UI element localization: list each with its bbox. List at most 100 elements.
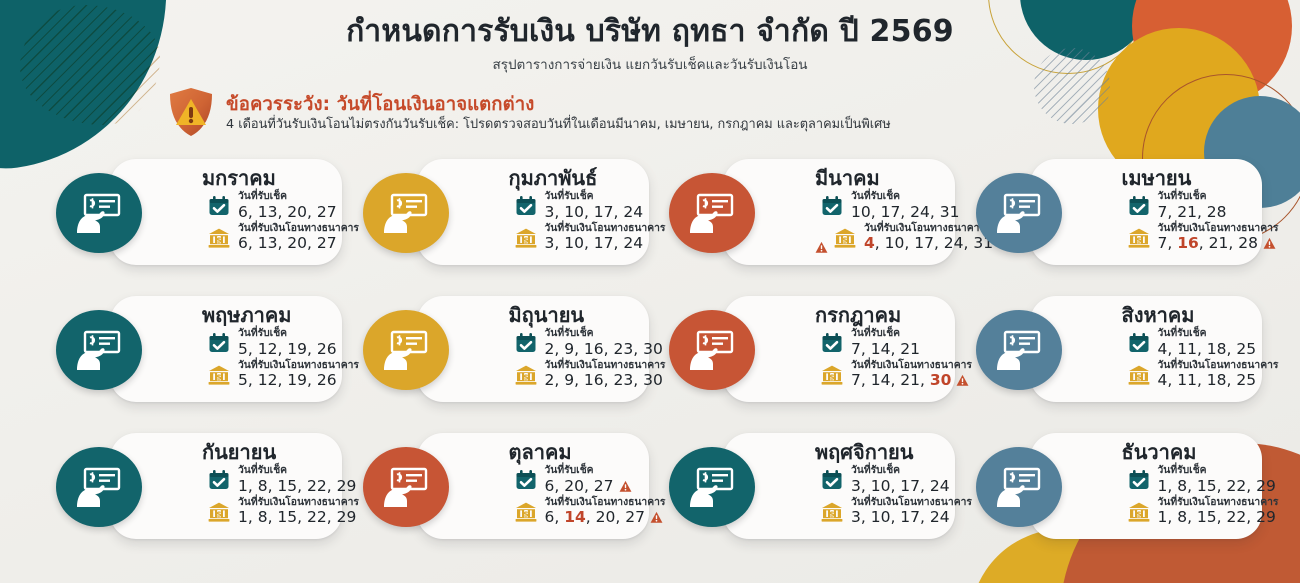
transfer-label: วันที่รับเงินโอนทางธนาคาร: [544, 221, 666, 234]
transfer-label: วันที่รับเงินโอนทางธนาคาร: [238, 221, 359, 234]
month-card-body: พฤษภาคม วันที่รับเช็ค 5, 12, 19, 26 $ วันที่…: [202, 304, 359, 390]
month-badge: [362, 173, 449, 254]
check-row: วันที่รับเช็ค 6, 13, 20, 27: [202, 190, 337, 222]
bank-icon: $: [514, 360, 540, 388]
svg-text:$: $: [842, 235, 847, 244]
month-name: ตุลาคม: [508, 440, 572, 465]
check-row: วันที่รับเช็ค 7, 21, 28: [1122, 191, 1254, 221]
transfer-dates: 6, 13, 20, 27: [238, 234, 337, 253]
month-card[interactable]: กันยายน วันที่รับเช็ค 1, 8, 15, 22, 29 $ วัน…: [110, 433, 359, 540]
month-name: มีนาคม: [815, 166, 880, 191]
highlighted-date: 30: [929, 371, 952, 390]
transfer-row-text: วันที่รับเงินโอนทางธนาคาร 2, 9, 16, 23, 3…: [545, 359, 666, 390]
check-row-text: วันที่รับเช็ค 4, 11, 18, 25: [1158, 328, 1257, 359]
transfer-dates: 3, 10, 17, 24: [851, 508, 950, 527]
svg-text:$: $: [1136, 235, 1141, 244]
hand-holding-cheque-icon: [687, 465, 737, 509]
check-row-text: วันที่รับเช็ค 1, 8, 15, 22, 29: [1157, 464, 1276, 496]
transfer-dates: 4, 10, 17, 24, 31: [864, 234, 994, 253]
calendar-check-icon: [1127, 191, 1153, 219]
check-row-text: วันที่รับเช็ค 1, 8, 15, 22, 29: [238, 465, 356, 496]
bank-icon: $: [514, 223, 540, 251]
calendar-check-icon: [820, 465, 846, 493]
check-row: วันที่รับเช็ค 6, 20, 27: [509, 465, 641, 495]
month-card[interactable]: มิถุนายน วันที่รับเช็ค 2, 9, 16, 23, 30 $ วั…: [416, 296, 666, 403]
month-badge: [975, 173, 1062, 254]
check-label: วันที่รับเช็ค: [238, 190, 288, 203]
transfer-row-text: วันที่รับเงินโอนทางธนาคาร 7, 14, 21, 30: [851, 359, 972, 390]
calendar-check-icon: [514, 191, 540, 219]
calendar-check-icon: [820, 328, 846, 356]
month-badge: [975, 447, 1062, 528]
month-card[interactable]: กุมภาพันธ์ วันที่รับเช็ค 3, 10, 17, 24 $ วัน…: [416, 159, 666, 266]
month-card[interactable]: กรกฎาคม วันที่รับเช็ค 7, 14, 21 $ วันที่รับเ…: [723, 296, 972, 403]
check-dates: 6, 13, 20, 27: [238, 203, 337, 222]
bank-icon: $: [1127, 223, 1153, 251]
month-card[interactable]: ธันวาคม วันที่รับเช็ค 1, 8, 15, 22, 29 $ วัน…: [1029, 433, 1279, 540]
month-card-slot: พฤศจิกายน วันที่รับเช็ค 3, 10, 17, 24 $ วันท…: [669, 427, 976, 551]
transfer-row-text: วันที่รับเงินโอนทางธนาคาร 4, 11, 18, 25: [1157, 358, 1279, 390]
hand-holding-cheque-icon: [687, 191, 737, 235]
transfer-dates: 7, 16, 21, 28: [1158, 234, 1276, 253]
hand-holding-cheque-icon: [381, 191, 431, 235]
check-dates: 2, 9, 16, 23, 30: [544, 340, 663, 359]
alert-triangle-icon: [619, 480, 632, 493]
transfer-row: $ วันที่รับเงินโอนทางธนาคาร 1, 8, 15, 22, …: [202, 495, 359, 527]
month-card-slot: ธันวาคม วันที่รับเช็ค 1, 8, 15, 22, 29 $ วัน…: [975, 427, 1283, 551]
highlighted-date: 16: [1177, 234, 1199, 253]
month-card[interactable]: ตุลาคม วันที่รับเช็ค 6, 20, 27 $ วันที่รับเง…: [416, 433, 666, 540]
month-badge: [56, 173, 142, 254]
check-row: วันที่รับเช็ค 4, 11, 18, 25: [1122, 328, 1257, 359]
month-card-body: มีนาคม วันที่รับเช็ค 10, 17, 24, 31 $ วันที่…: [815, 166, 994, 253]
svg-text:$: $: [216, 509, 221, 518]
check-label: วันที่รับเช็ค: [1157, 464, 1207, 477]
check-row-text: วันที่รับเช็ค 7, 14, 21: [851, 327, 920, 359]
svg-text:$: $: [1136, 372, 1141, 381]
transfer-row: $ วันที่รับเงินโอนทางธนาคาร 4, 11, 18, 25: [1122, 358, 1279, 390]
check-row: วันที่รับเช็ค 3, 10, 17, 24: [509, 191, 644, 222]
check-row-text: วันที่รับเช็ค 7, 21, 28: [1157, 191, 1227, 222]
month-card[interactable]: มกราคม วันที่รับเช็ค 6, 13, 20, 27 $ วันที่ร…: [110, 159, 359, 266]
transfer-row-text: วันที่รับเงินโอนทางธนาคาร 6, 13, 20, 27: [238, 221, 359, 253]
month-card-slot: ตุลาคม วันที่รับเช็ค 6, 20, 27 $ วันที่รับเง…: [362, 427, 670, 551]
month-card-body: สิงหาคม วันที่รับเช็ค 4, 11, 18, 25 $ วันที่…: [1121, 303, 1279, 390]
month-badge: [669, 173, 755, 254]
svg-text:$: $: [216, 372, 221, 381]
month-badge: [669, 310, 755, 391]
check-dates: 7, 21, 28: [1157, 203, 1227, 222]
check-dates: 10, 17, 24, 31: [851, 203, 960, 222]
alert-triangle-icon: [956, 374, 969, 387]
warning-banner: ข้อควรระวัง: วันที่โอนเงินอาจแตกต่าง 4 เ…: [168, 87, 1300, 137]
month-card[interactable]: พฤษภาคม วันที่รับเช็ค 5, 12, 19, 26 $ วันที่…: [110, 296, 359, 403]
check-dates: 3, 10, 17, 24: [544, 203, 644, 222]
header: กำหนดการรับเงิน บริษัท ฤทธา จำกัด ปี 256…: [0, 0, 1300, 75]
check-row-text: วันที่รับเช็ค 2, 9, 16, 23, 30: [544, 327, 663, 359]
calendar-check-icon: [514, 328, 540, 356]
month-card[interactable]: เมษายน วันที่รับเช็ค 7, 21, 28 $ วันที่รับเง…: [1029, 159, 1278, 266]
month-name: กุมภาพันธ์: [508, 166, 598, 191]
calendar-check-icon: [207, 191, 233, 219]
transfer-row: $ วันที่รับเงินโอนทางธนาคาร 2, 9, 16, 23, …: [509, 359, 666, 390]
month-card-body: ตุลาคม วันที่รับเช็ค 6, 20, 27 $ วันที่รับเง…: [508, 440, 666, 526]
month-card[interactable]: พฤศจิกายน วันที่รับเช็ค 3, 10, 17, 24 $ วันท…: [723, 433, 972, 540]
calendar-check-icon: [207, 465, 233, 493]
month-name: กันยายน: [202, 440, 277, 465]
check-dates: 5, 12, 19, 26: [238, 340, 337, 359]
transfer-label: วันที่รับเงินโอนทางธนาคาร: [238, 495, 359, 508]
svg-text:$: $: [523, 372, 528, 381]
transfer-row: $ วันที่รับเงินโอนทางธนาคาร 5, 12, 19, 26: [202, 359, 359, 390]
transfer-label: วันที่รับเงินโอนทางธนาคาร: [1157, 358, 1279, 371]
check-row-text: วันที่รับเช็ค 3, 10, 17, 24: [544, 191, 644, 222]
check-label: วันที่รับเช็ค: [851, 327, 901, 340]
check-label: วันที่รับเช็ค: [544, 464, 594, 477]
transfer-row: $ วันที่รับเงินโอนทางธนาคาร 7, 16, 21, 28: [1122, 222, 1278, 253]
month-card[interactable]: มีนาคม วันที่รับเช็ค 10, 17, 24, 31 $ วันที่…: [723, 159, 994, 266]
month-name: สิงหาคม: [1121, 303, 1195, 328]
bank-icon: $: [207, 360, 233, 388]
check-label: วันที่รับเช็ค: [544, 327, 594, 340]
month-card-body: กุมภาพันธ์ วันที่รับเช็ค 3, 10, 17, 24 $ วัน…: [508, 166, 666, 252]
svg-text:$: $: [523, 235, 528, 244]
month-card[interactable]: สิงหาคม วันที่รับเช็ค 4, 11, 18, 25 $ วันที่…: [1029, 296, 1279, 403]
transfer-label: วันที่รับเงินโอนทางธนาคาร: [851, 495, 972, 508]
transfer-row-text: วันที่รับเงินโอนทางธนาคาร 1, 8, 15, 22, 2…: [1158, 496, 1279, 527]
